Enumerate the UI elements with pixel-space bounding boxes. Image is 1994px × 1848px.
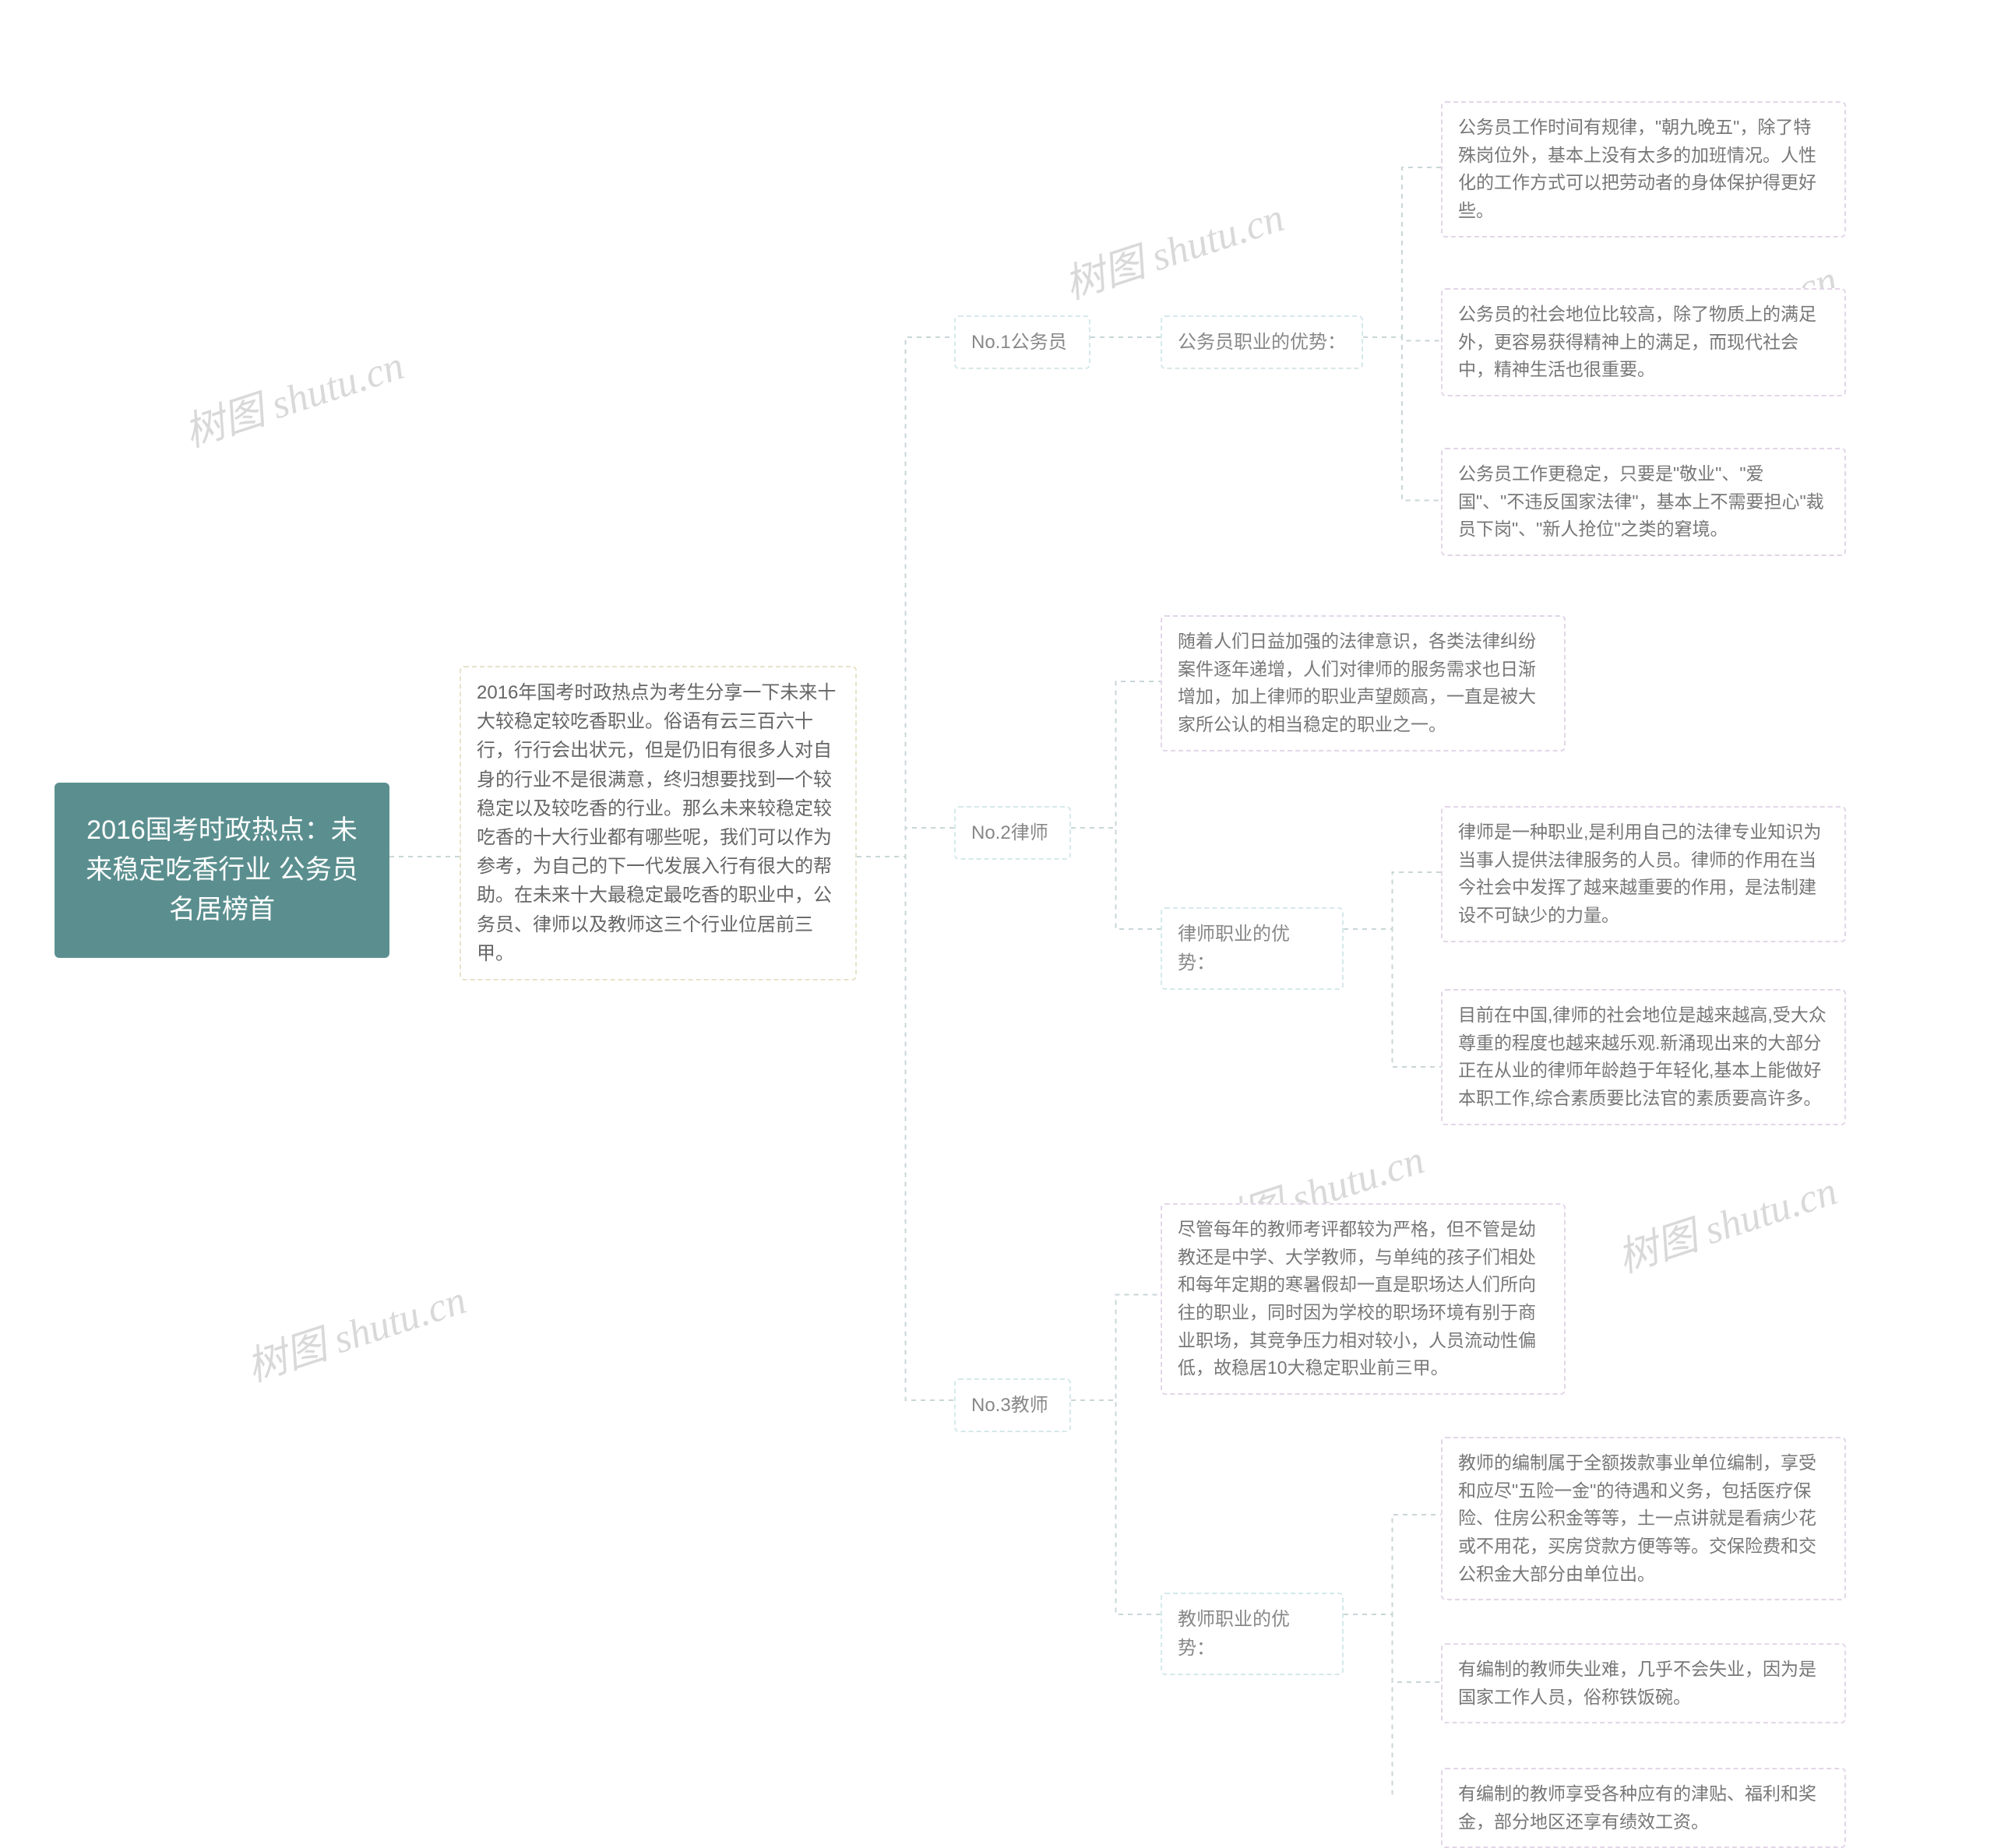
leaf-no3-2: 有编制的教师享受各种应有的津贴、福利和奖金，部分地区还享有绩效工资。 (1441, 1768, 1846, 1848)
sub-no3: 教师职业的优势： (1161, 1593, 1344, 1675)
intro-node: 2016年国考时政热点为考生分享一下未来十大较稳定较吃香职业。俗语有云三百六十行… (460, 666, 857, 980)
watermark: 树图 shutu.cn (176, 333, 410, 458)
sub-no2: 律师职业的优势： (1161, 907, 1344, 990)
root-node[interactable]: 2016国考时政热点：未来稳定吃香行业 公务员名居榜首 (55, 783, 389, 958)
leaf-no1-0: 公务员工作时间有规律，"朝九晚五"，除了特殊岗位外，基本上没有太多的加班情况。人… (1441, 101, 1846, 238)
leaf-no1-1: 公务员的社会地位比较高，除了物质上的满足外，更容易获得精神上的满足，而现代社会中… (1441, 288, 1846, 396)
leaf-no3-intro: 尽管每年的教师考评都较为严格，但不管是幼教还是中学、大学教师，与单纯的孩子们相处… (1161, 1203, 1566, 1395)
leaf-no2-intro: 随着人们日益加强的法律意识，各类法律纠纷案件逐年递增，人们对律师的服务需求也日渐… (1161, 615, 1566, 752)
sub-no1: 公务员职业的优势： (1161, 315, 1363, 369)
leaf-no2-0: 律师是一种职业,是利用自己的法律专业知识为当事人提供法律服务的人员。律师的作用在… (1441, 806, 1846, 942)
item-no1[interactable]: No.1公务员 (954, 315, 1090, 369)
watermark: 树图 shutu.cn (1056, 185, 1291, 310)
leaf-no2-1: 目前在中国,律师的社会地位是越来越高,受大众尊重的程度也越来越乐观.新涌现出来的… (1441, 989, 1846, 1125)
leaf-no3-1: 有编制的教师失业难，几乎不会失业，因为是国家工作人员，俗称铁饭碗。 (1441, 1643, 1846, 1723)
watermark: 树图 shutu.cn (1609, 1158, 1844, 1283)
item-no2[interactable]: No.2律师 (954, 806, 1071, 860)
watermark: 树图 shutu.cn (238, 1267, 473, 1392)
leaf-no1-2: 公务员工作更稳定，只要是"敬业"、"爱国"、"不违反国家法律"，基本上不需要担心… (1441, 448, 1846, 556)
item-no3[interactable]: No.3教师 (954, 1378, 1071, 1432)
leaf-no3-0: 教师的编制属于全额拨款事业单位编制，享受和应尽"五险一金"的待遇和义务，包括医疗… (1441, 1437, 1846, 1600)
